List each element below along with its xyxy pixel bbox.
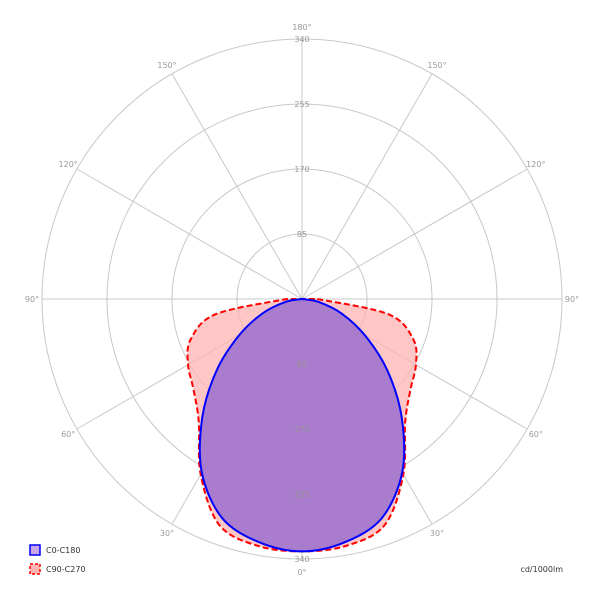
- angle-label-right-120: 120°: [526, 160, 545, 169]
- legend-label-c0-c180: C0-C180: [46, 546, 80, 555]
- angle-label-left-120: 120°: [59, 160, 78, 169]
- angle-label-0: 0°: [297, 568, 306, 577]
- angle-label-left-90: 90°: [25, 295, 39, 304]
- angle-label-right-60: 60°: [529, 430, 543, 439]
- series-curve-c0-c180: [198, 298, 406, 553]
- radial-tick-label-bottom: 170: [294, 425, 309, 434]
- angle-label-right-150: 150°: [427, 61, 446, 70]
- angle-label-left-30: 30°: [160, 529, 174, 538]
- radial-tick-label-bottom: 255: [294, 490, 309, 499]
- radial-tick-label-top: 85: [297, 230, 307, 239]
- grid-spoke: [76, 168, 303, 300]
- legend: C0-C180 C90-C270: [29, 544, 86, 575]
- grid-spoke: [301, 168, 528, 300]
- radial-tick-label-bottom: 340: [294, 555, 309, 564]
- radial-tick-label-bottom: 85: [297, 360, 307, 369]
- curves: [186, 298, 418, 553]
- grid-spoke: [301, 73, 433, 300]
- legend-swatch-c90-c270: [29, 563, 41, 575]
- angle-label-180: 180°: [292, 23, 311, 32]
- radial-tick-label-top: 340: [294, 35, 309, 44]
- radial-tick-label-top: 255: [294, 100, 309, 109]
- radial-tick-label-top: 170: [294, 165, 309, 174]
- unit-label: cd/1000lm: [520, 565, 563, 574]
- angle-label-left-60: 60°: [61, 430, 75, 439]
- legend-label-c90-c270: C90-C270: [46, 565, 86, 574]
- angle-label-right-90: 90°: [565, 295, 579, 304]
- angle-label-left-150: 150°: [157, 61, 176, 70]
- tick-labels: 85 85 170 170 255 255 340 340 180° 0° 30° 30° 60° 60°…: [25, 23, 579, 577]
- grid-spoke: [171, 73, 303, 300]
- legend-swatch-c0-c180: [29, 544, 41, 556]
- angle-label-right-30: 30°: [430, 529, 444, 538]
